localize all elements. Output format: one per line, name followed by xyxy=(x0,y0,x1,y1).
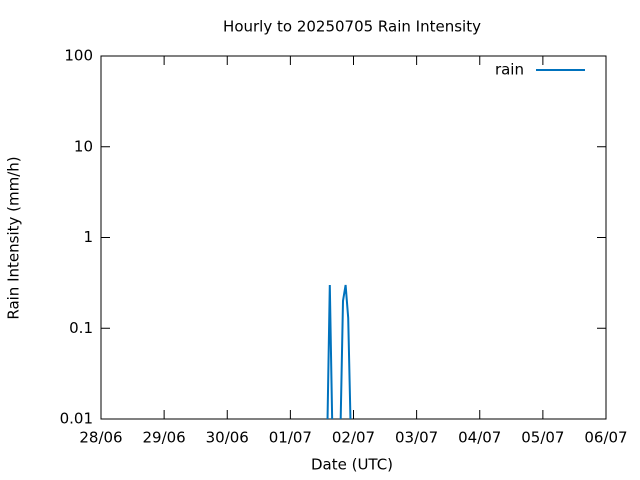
x-tick-label: 30/06 xyxy=(206,429,249,447)
y-tick-label: 0.01 xyxy=(60,410,93,428)
x-tick-label: 05/07 xyxy=(521,429,564,447)
y-tick-label: 100 xyxy=(64,47,93,65)
x-tick-label: 02/07 xyxy=(332,429,375,447)
x-tick-label: 03/07 xyxy=(395,429,438,447)
x-tick-label: 29/06 xyxy=(143,429,186,447)
y-tick-label: 0.1 xyxy=(69,319,93,337)
chart-title: Hourly to 20250705 Rain Intensity xyxy=(223,18,481,36)
x-tick-label: 04/07 xyxy=(458,429,501,447)
y-axis-label: Rain Intensity (mm/h) xyxy=(5,156,23,319)
x-tick-label: 28/06 xyxy=(79,429,122,447)
x-tick-label: 06/07 xyxy=(584,429,627,447)
plot-border xyxy=(100,55,607,420)
y-tick-label: 1 xyxy=(83,228,93,246)
plot-area xyxy=(326,284,352,419)
x-axis-label: Date (UTC) xyxy=(311,456,393,474)
x-tick-label: 01/07 xyxy=(269,429,312,447)
y-tick-label: 10 xyxy=(74,137,93,155)
legend-label: rain xyxy=(495,61,524,79)
rain-line xyxy=(326,284,352,419)
